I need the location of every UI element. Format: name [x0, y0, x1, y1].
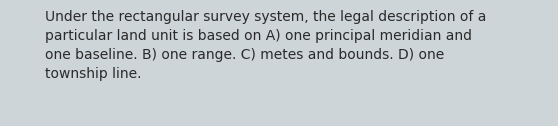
Text: Under the rectangular survey system, the legal description of a
particular land : Under the rectangular survey system, the… — [45, 10, 487, 81]
